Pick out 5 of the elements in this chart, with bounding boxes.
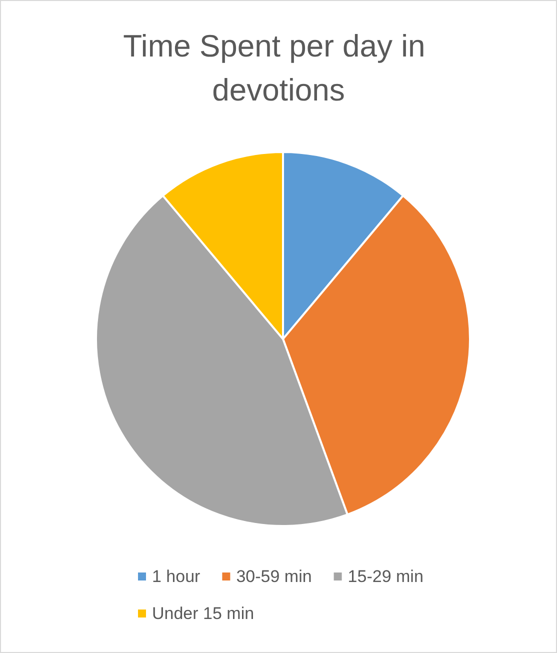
legend-label: Under 15 min	[152, 604, 254, 623]
chart-title: Time Spent per day in devotions	[123, 28, 434, 108]
legend-label: 30-59 min	[236, 567, 312, 586]
legend-label: 15-29 min	[348, 567, 424, 586]
legend-label: 1 hour	[152, 567, 201, 586]
